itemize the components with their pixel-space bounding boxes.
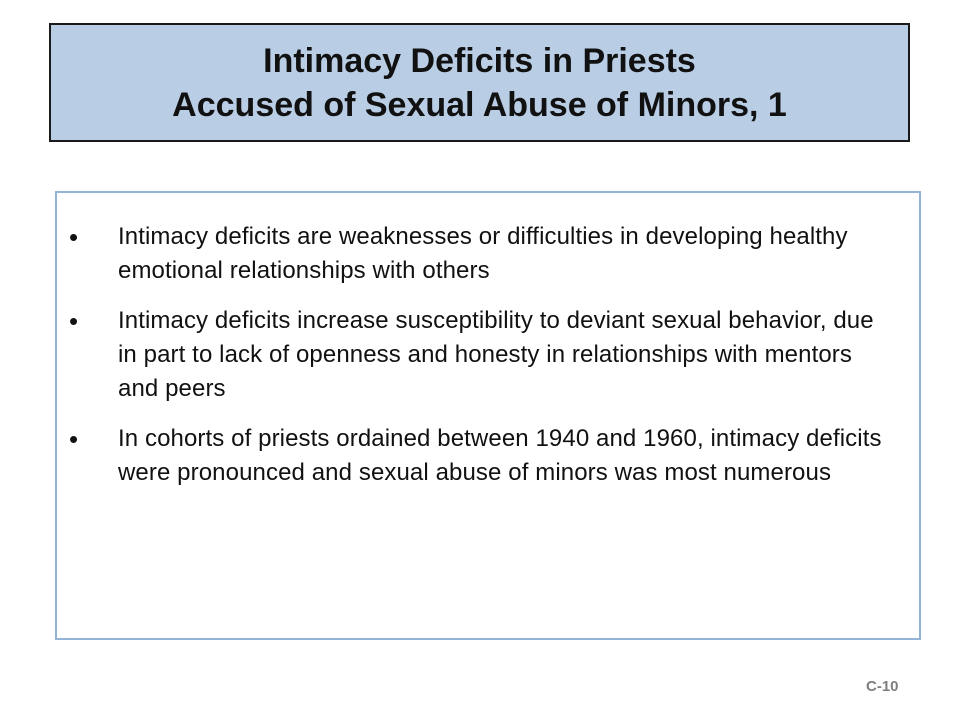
- bullet-text: Intimacy deficits increase susceptibilit…: [118, 307, 874, 402]
- bullet-list: • Intimacy deficits are weaknesses or di…: [57, 220, 919, 506]
- bullet-marker: •: [69, 222, 79, 252]
- slide-title-box: Intimacy Deficits in Priests Accused of …: [49, 23, 910, 142]
- bullet-item: • Intimacy deficits are weaknesses or di…: [57, 220, 919, 288]
- bullet-text: In cohorts of priests ordained between 1…: [118, 425, 882, 486]
- slide-number: C-10: [866, 678, 899, 695]
- bullet-item: • Intimacy deficits increase susceptibil…: [57, 304, 919, 406]
- bullet-text: Intimacy deficits are weaknesses or diff…: [118, 223, 848, 284]
- slide-title-line-2: Accused of Sexual Abuse of Minors, 1: [172, 85, 787, 124]
- bullet-marker: •: [69, 306, 79, 336]
- bullet-marker: •: [69, 424, 79, 454]
- slide-title-line-1: Intimacy Deficits in Priests: [263, 41, 696, 80]
- slide-content-box: • Intimacy deficits are weaknesses or di…: [55, 191, 921, 640]
- bullet-item: • In cohorts of priests ordained between…: [57, 422, 919, 490]
